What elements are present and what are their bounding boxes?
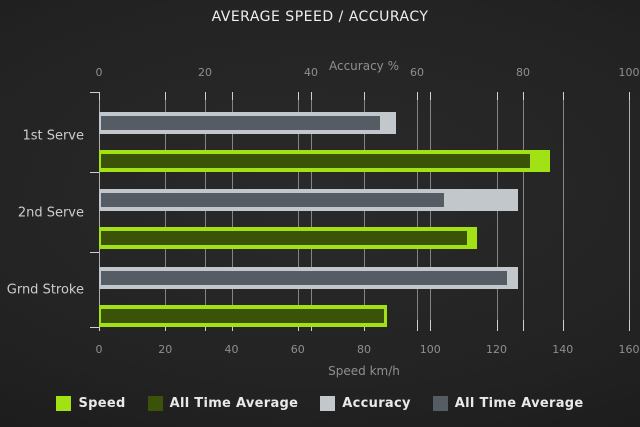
- gridline-bottom-axis: [297, 92, 299, 331]
- gridline-bottom-axis: [430, 92, 432, 331]
- tick-bottom-axis-bottom: [496, 320, 498, 331]
- gridline-bottom-axis: [165, 92, 167, 331]
- tick-bottom-axis-top: [430, 92, 432, 100]
- bar-all-time-average-accuracy-2nd-serve: [101, 193, 444, 208]
- gridline-bottom-axis: [629, 92, 630, 331]
- tick-top-axis-bottom: [523, 320, 524, 331]
- tick-bottom-axis-top: [562, 92, 564, 100]
- legend-swatch-all-time-average: [147, 396, 163, 411]
- tick-bottom-axis-top: [496, 92, 498, 100]
- tick-bottom-axis-bottom: [430, 320, 432, 331]
- top-axis-tick-label: 0: [95, 66, 103, 79]
- top-axis-tick-label: 60: [410, 66, 424, 79]
- tick-bottom-axis-top: [231, 92, 233, 100]
- tick-top-axis-top: [205, 92, 206, 100]
- legend-swatch-all-time-average: [432, 396, 448, 411]
- top-axis-title: Accuracy %: [328, 59, 399, 73]
- category-axis-tick: [90, 327, 99, 328]
- bottom-axis-tick-label: 0: [95, 343, 103, 356]
- legend-label-all-time-average: All Time Average: [169, 396, 299, 411]
- bottom-axis-tick-label: 40: [224, 343, 239, 356]
- gridline-top-axis: [417, 92, 418, 331]
- top-axis-tick-label: 100: [618, 66, 640, 79]
- tick-bottom-axis-top: [364, 92, 365, 100]
- legend-item-accuracy: Accuracy: [320, 396, 411, 411]
- tick-bottom-axis-top: [629, 92, 630, 100]
- category-label-2nd-serve: 2nd Serve: [17, 205, 84, 221]
- bottom-axis-tick-label: 60: [290, 343, 305, 356]
- bottom-axis-tick-label: 140: [552, 343, 574, 356]
- gridline-bottom-axis: [231, 92, 233, 331]
- tick-bottom-axis-top: [165, 92, 167, 100]
- bar-all-time-average-speed-1st-serve: [101, 154, 530, 168]
- legend-label-all-time-average: All Time Average: [454, 396, 584, 411]
- gridline-top-axis: [311, 92, 312, 331]
- bottom-axis-tick-label: 20: [158, 343, 173, 356]
- tick-bottom-axis-top: [297, 92, 299, 100]
- legend-label-speed: Speed: [78, 396, 126, 411]
- gridline-top-axis: [205, 92, 206, 331]
- bottom-axis-tick-label: 80: [357, 343, 371, 356]
- category-axis-tick: [90, 252, 99, 253]
- bottom-axis-tick-label: 160: [618, 343, 640, 356]
- tick-bottom-axis-bottom: [629, 320, 630, 331]
- legend: Speed All Time Average Accuracy All Time Av…: [0, 396, 640, 411]
- gridline-bottom-axis: [562, 92, 564, 331]
- bar-all-time-average-accuracy-grnd-stroke: [101, 270, 508, 285]
- tick-top-axis-top: [523, 92, 524, 100]
- category-label-grnd-stroke: Grnd Stroke: [6, 282, 84, 298]
- chart-title: AVERAGE SPEED / ACCURACY: [211, 9, 429, 25]
- tick-top-axis-top: [417, 92, 418, 100]
- category-axis-tick: [90, 92, 99, 93]
- legend-label-accuracy: Accuracy: [342, 396, 411, 411]
- legend-swatch-speed: [56, 396, 72, 411]
- gridline-bottom-axis: [496, 92, 498, 331]
- top-axis-tick-label: 80: [516, 66, 530, 79]
- tick-bottom-axis-bottom: [562, 320, 564, 331]
- gridline-bottom-axis: [99, 92, 100, 331]
- tick-bottom-axis-top: [99, 92, 100, 100]
- bottom-axis-title: Speed km/h: [328, 364, 400, 378]
- category-label-1st-serve: 1st Serve: [22, 128, 84, 144]
- bar-all-time-average-speed-2nd-serve: [101, 231, 467, 246]
- legend-item-all-time-average: All Time Average: [147, 396, 299, 411]
- bar-all-time-average-speed-grnd-stroke: [101, 308, 384, 323]
- bottom-axis-tick-label: 100: [419, 343, 441, 356]
- legend-item-speed: Speed: [56, 396, 125, 411]
- tick-top-axis-bottom: [417, 320, 418, 331]
- gridline-bottom-axis: [364, 92, 365, 331]
- bottom-axis-tick-label: 120: [486, 343, 507, 356]
- top-axis-tick-label: 20: [198, 66, 212, 79]
- gridline-top-axis: [523, 92, 524, 331]
- top-axis-tick-label: 40: [304, 66, 318, 79]
- tick-top-axis-top: [311, 92, 312, 100]
- legend-item-all-time-average: All Time Average: [432, 396, 584, 411]
- bar-all-time-average-accuracy-1st-serve: [101, 116, 380, 130]
- category-axis-tick: [90, 172, 99, 173]
- legend-swatch-accuracy: [320, 396, 336, 411]
